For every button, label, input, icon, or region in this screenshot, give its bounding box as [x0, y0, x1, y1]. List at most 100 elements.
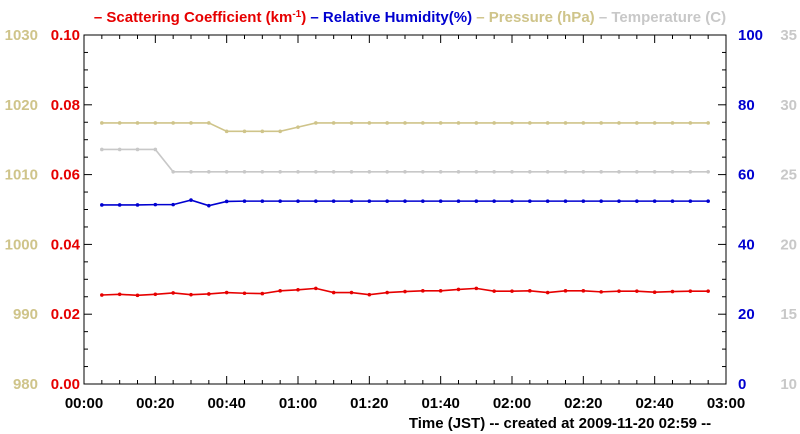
- temperature-data-point: [599, 170, 603, 174]
- humidity-data-point: [349, 199, 354, 203]
- pressure-data-point: [421, 121, 425, 125]
- humidity-data-point: [314, 199, 318, 203]
- pressure-data-point: [438, 121, 443, 125]
- scattering-data-point: [563, 289, 568, 293]
- pressure-tick-label: 1010: [5, 167, 38, 184]
- humidity-tick-label: 80: [738, 97, 755, 114]
- humidity-data-point: [528, 199, 532, 203]
- x-tick-label: 01:40: [421, 395, 459, 412]
- temperature-tick-label: 35: [780, 27, 797, 44]
- scattering-data-point: [421, 289, 425, 293]
- pressure-data-point: [670, 121, 675, 125]
- legend-entry-temperature: – Temperature (: [595, 9, 711, 26]
- humidity-tick-label: 0: [738, 376, 746, 393]
- pressure-data-point: [331, 121, 336, 125]
- temperature-data-point: [100, 147, 104, 152]
- x-tick-label: 00:20: [136, 395, 174, 412]
- x-tick-label: 01:20: [350, 395, 388, 412]
- temperature-data-point: [171, 170, 175, 174]
- scattering-data-point: [510, 289, 514, 293]
- x-tick-label: 01:00: [279, 395, 317, 412]
- humidity-data-point: [545, 199, 550, 203]
- temperature-tick-label: 10: [780, 376, 797, 393]
- temperature-data-point: [278, 170, 282, 174]
- humidity-data-point: [438, 199, 443, 203]
- temperature-data-point: [688, 170, 693, 174]
- humidity-data-point: [421, 199, 425, 203]
- pressure-data-point: [189, 121, 193, 125]
- temperature-tick-label: 30: [780, 97, 797, 114]
- temperature-axis-ticks: 10 15 20 25 30 35: [780, 27, 797, 393]
- scattering-data-point: [189, 292, 193, 297]
- legend-entry-pressure: – Pressure (hPa): [472, 9, 595, 26]
- scattering-data-point: [652, 290, 657, 295]
- pressure-data-point: [492, 121, 496, 125]
- temperature-data-point: [331, 170, 336, 174]
- scattering-data-point: [385, 290, 389, 295]
- scattering-data-point: [349, 290, 354, 295]
- temperature-data-point: [706, 170, 710, 174]
- humidity-data-point: [581, 199, 586, 203]
- temperature-data-point: [117, 147, 122, 152]
- legend-entry-suffix: ): [301, 9, 306, 26]
- x-tick-label: 00:40: [207, 395, 245, 412]
- temperature-data-point: [385, 170, 389, 174]
- pressure-data-point: [510, 121, 514, 125]
- plot-frame: [83, 34, 727, 385]
- scattering-data-point: [528, 289, 532, 293]
- x-tick-label: 03:00: [707, 395, 745, 412]
- temperature-data-point: [314, 170, 318, 174]
- pressure-tick-label: 980: [13, 376, 38, 393]
- humidity-data-point: [670, 199, 675, 203]
- scattering-data-point: [117, 292, 122, 297]
- temperature-series-line: [101, 148, 709, 173]
- x-axis-ticks: 00:00 00:20 00:40 01:00 01:20 01:40 02:00 02:20…: [65, 35, 745, 412]
- humidity-data-point: [242, 199, 247, 203]
- humidity-data-point: [617, 199, 621, 203]
- pressure-data-point: [456, 121, 461, 125]
- x-axis-label: Time (JST) -- created at 2009-11-20 02:5…: [409, 415, 711, 432]
- scattering-data-point: [278, 289, 282, 293]
- legend-text: – Scattering Coefficient (km-1) – Relati…: [94, 9, 726, 27]
- legend-entry-humidity: – Relative Humidity(%): [306, 9, 472, 26]
- pressure-data-point: [278, 129, 282, 134]
- temperature-data-point: [224, 170, 229, 174]
- pressure-data-point: [563, 121, 568, 125]
- scattering-tick-label: 0.06: [51, 167, 80, 184]
- humidity-data-point: [117, 203, 122, 207]
- scattering-tick-label: 0.10: [51, 27, 80, 44]
- scattering-data-point: [296, 287, 300, 292]
- scattering-data-point: [242, 291, 247, 296]
- temperature-data-point: [421, 170, 425, 174]
- pressure-tick-label: 1020: [5, 97, 38, 114]
- pressure-tick-label: 1030: [5, 27, 38, 44]
- pressure-data-point: [385, 121, 389, 125]
- humidity-data-point: [563, 199, 568, 203]
- scattering-data-point: [207, 292, 211, 296]
- temperature-data-point: [670, 170, 675, 174]
- scattering-tick-label: 0.04: [51, 236, 81, 253]
- pressure-data-point: [474, 121, 479, 125]
- pressure-data-point: [635, 121, 639, 125]
- plot-border: [83, 34, 727, 385]
- pressure-data-point: [545, 121, 550, 125]
- humidity-data-point: [635, 199, 639, 203]
- temperature-data-point: [510, 170, 514, 174]
- temperature-data-point: [153, 147, 158, 152]
- humidity-data-point: [100, 203, 104, 207]
- pressure-data-point: [117, 121, 122, 125]
- scattering-data-point: [545, 290, 550, 295]
- humidity-data-point: [688, 199, 693, 203]
- scattering-data-point: [635, 289, 639, 293]
- humidity-data-point: [492, 199, 496, 203]
- humidity-data-point: [599, 199, 603, 203]
- humidity-data-point: [135, 203, 140, 207]
- scattering-data-point: [403, 289, 407, 294]
- pressure-data-point: [688, 121, 693, 125]
- legend: – Scattering Coefficient (km-1) – Relati…: [94, 9, 726, 27]
- pressure-tick-label: 990: [13, 306, 38, 323]
- pressure-axis-ticks: 980 990 1000 1010 1020 1030: [5, 27, 38, 393]
- temperature-data-point: [438, 170, 443, 174]
- humidity-data-point: [403, 199, 407, 203]
